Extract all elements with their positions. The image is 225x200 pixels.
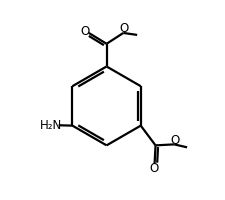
Text: O: O: [81, 25, 90, 38]
Text: H₂N: H₂N: [40, 119, 62, 132]
Text: O: O: [120, 22, 129, 35]
Text: O: O: [150, 162, 159, 175]
Text: O: O: [171, 134, 180, 147]
